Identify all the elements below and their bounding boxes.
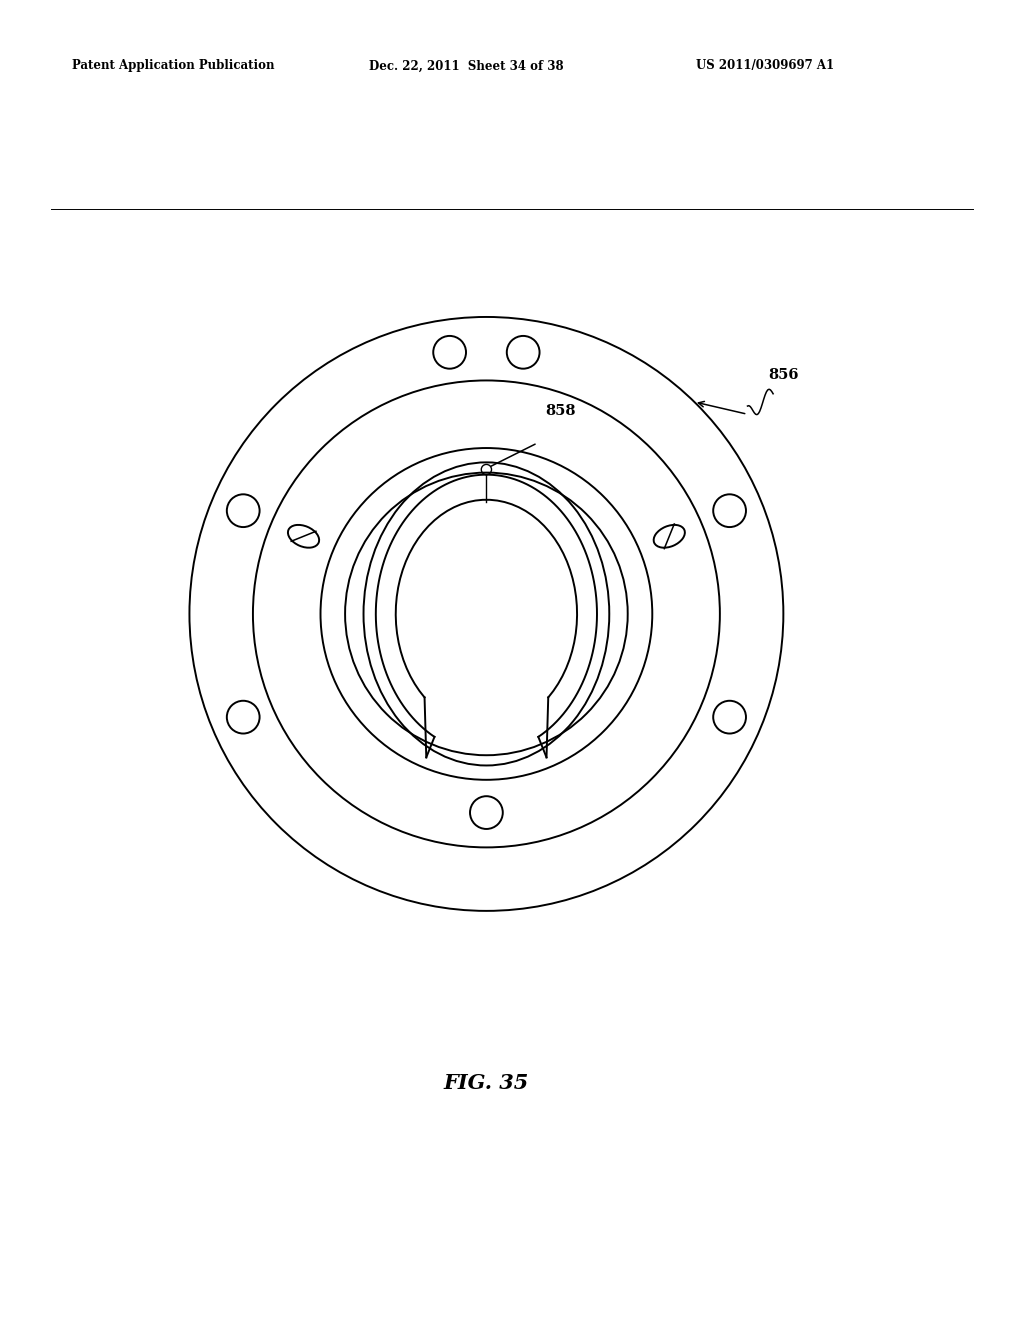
Text: 858: 858 (545, 404, 575, 418)
Text: 856: 856 (768, 368, 799, 383)
Text: Patent Application Publication: Patent Application Publication (72, 59, 274, 73)
Text: US 2011/0309697 A1: US 2011/0309697 A1 (696, 59, 835, 73)
Text: FIG. 35: FIG. 35 (443, 1073, 529, 1093)
Text: Dec. 22, 2011  Sheet 34 of 38: Dec. 22, 2011 Sheet 34 of 38 (369, 59, 563, 73)
